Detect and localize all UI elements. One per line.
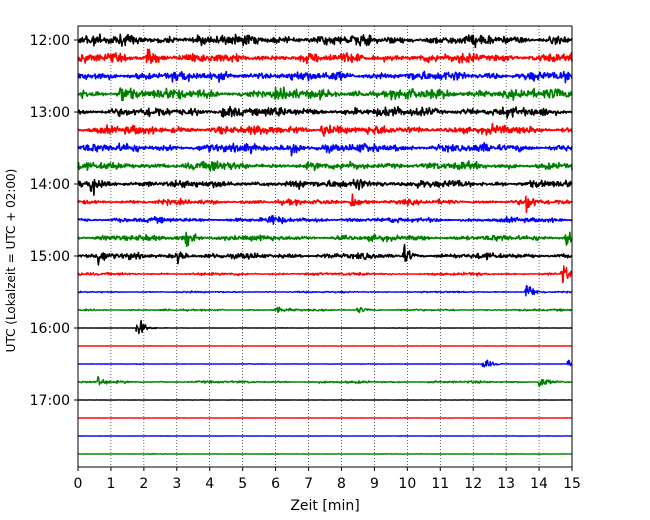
trace-1245 — [77, 86, 573, 102]
x-tick-label-13: 13 — [497, 476, 515, 492]
axes-frame — [77, 25, 573, 468]
trace-1715 — [77, 417, 573, 419]
trace-1200 — [77, 33, 573, 49]
trace-1745 — [77, 452, 573, 456]
y-tick-label-1200: 12:00 — [30, 33, 70, 49]
trace-1515 — [77, 265, 573, 284]
x-tick-label-15: 15 — [563, 476, 581, 492]
trace-1530 — [77, 284, 573, 297]
y-tick-label-1500: 15:00 — [30, 249, 70, 265]
trace-1330 — [77, 141, 573, 157]
trace-1500 — [77, 243, 573, 266]
y-axis-ticks: 12:00 13:00 14:00 15:00 16:00 17:00 — [30, 33, 78, 409]
x-tick-label-12: 12 — [464, 476, 482, 492]
trace-1230 — [77, 70, 573, 84]
x-tick-label-0: 0 — [74, 476, 83, 492]
trace-1415 — [77, 193, 573, 214]
trace-1215 — [77, 48, 573, 65]
trace-1445 — [77, 231, 573, 248]
x-tick-label-2: 2 — [139, 476, 148, 492]
x-tick-label-8: 8 — [337, 476, 346, 492]
trace-1315 — [77, 122, 573, 137]
x-axis-label: Zeit [min] — [290, 498, 359, 514]
trace-1345 — [77, 160, 573, 172]
x-tick-label-4: 4 — [205, 476, 214, 492]
trace-1600 — [77, 319, 573, 335]
seismogram-traces — [77, 33, 573, 456]
x-tick-label-7: 7 — [304, 476, 313, 492]
y-tick-label-1300: 13:00 — [30, 105, 70, 121]
x-tick-label-6: 6 — [271, 476, 280, 492]
y-tick-label-1400: 14:00 — [30, 177, 70, 193]
trace-1545 — [77, 306, 573, 314]
trace-1300 — [77, 105, 573, 119]
x-tick-label-14: 14 — [530, 476, 548, 492]
x-tick-label-11: 11 — [431, 476, 449, 492]
trace-1630 — [77, 359, 573, 368]
x-tick-label-9: 9 — [370, 476, 379, 492]
y-axis-label: UTC (Lokalzeit = UTC + 02:00) — [4, 169, 18, 353]
trace-1615 — [77, 345, 573, 347]
x-tick-label-5: 5 — [238, 476, 247, 492]
y-tick-label-1700: 17:00 — [30, 393, 70, 409]
trace-1645 — [77, 376, 573, 388]
trace-1430 — [77, 214, 573, 225]
x-axis-ticks: 0 1 2 3 4 5 6 7 8 9 10 11 12 13 14 15 — [74, 467, 581, 492]
x-tick-label-3: 3 — [172, 476, 181, 492]
plot-frame — [77, 25, 573, 468]
x-tick-label-1: 1 — [106, 476, 115, 492]
trace-1400 — [77, 178, 573, 196]
y-tick-label-1600: 16:00 — [30, 321, 70, 337]
x-tick-label-10: 10 — [398, 476, 416, 492]
